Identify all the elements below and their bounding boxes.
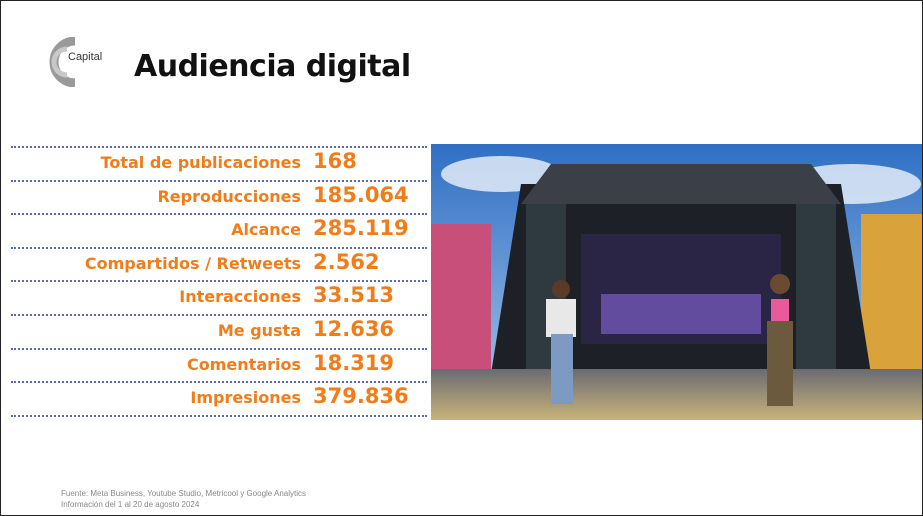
- metric-row: Compartidos / Retweets 2.562: [11, 247, 427, 281]
- metric-label: Compartidos / Retweets: [85, 254, 301, 273]
- metric-row: Impresiones 379.836: [11, 381, 427, 417]
- metric-row: Reproducciones 185.064: [11, 180, 427, 214]
- metric-label: Reproducciones: [157, 187, 301, 206]
- metric-value: 2.562: [313, 250, 379, 274]
- footer-source: Fuente: Meta Business, Youtube Studio, M…: [61, 488, 306, 499]
- metric-label: Interacciones: [179, 287, 301, 306]
- metric-label: Comentarios: [187, 355, 301, 374]
- metric-label: Impresiones: [190, 388, 301, 407]
- metric-label: Me gusta: [218, 321, 301, 340]
- metric-value: 379.836: [313, 384, 409, 408]
- metric-row: Alcance 285.119: [11, 213, 427, 247]
- metric-value: 185.064: [313, 183, 409, 207]
- metrics-list: Total de publicaciones 168 Reproducciones 1…: [11, 146, 427, 417]
- metric-value: 18.319: [313, 351, 394, 375]
- metric-row: Comentarios 18.319: [11, 348, 427, 382]
- metric-label: Total de publicaciones: [101, 153, 301, 172]
- metric-value: 12.636: [313, 317, 394, 341]
- logo-text: Capital: [68, 51, 102, 63]
- metric-row: Me gusta 12.636: [11, 314, 427, 348]
- footer-period: Información del 1 al 20 de agosto 2024: [61, 499, 306, 510]
- slide-title: Audiencia digital: [134, 49, 411, 84]
- slide: Capital Audiencia digital Total de publi…: [0, 0, 923, 516]
- metric-value: 168: [313, 149, 357, 173]
- metric-row: Interacciones 33.513: [11, 280, 427, 314]
- metric-value: 285.119: [313, 216, 409, 240]
- metric-value: 33.513: [313, 283, 394, 307]
- footer: Fuente: Meta Business, Youtube Studio, M…: [61, 488, 306, 510]
- metric-row: Total de publicaciones 168: [11, 146, 427, 180]
- concert-photo: [431, 144, 923, 420]
- metric-label: Alcance: [231, 220, 301, 239]
